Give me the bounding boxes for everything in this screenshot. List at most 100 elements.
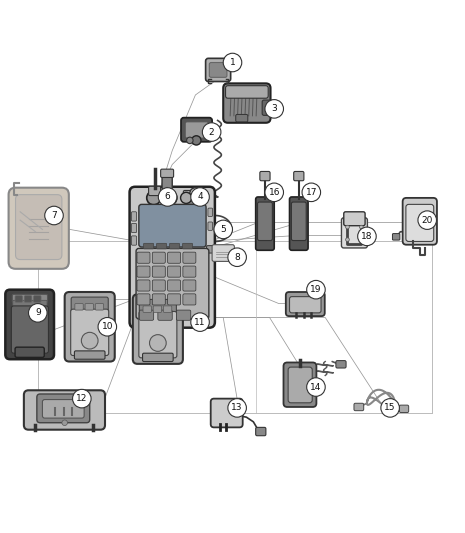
FancyBboxPatch shape (256, 427, 266, 435)
FancyBboxPatch shape (143, 306, 152, 312)
FancyBboxPatch shape (132, 223, 137, 233)
Text: 9: 9 (35, 309, 40, 317)
FancyBboxPatch shape (65, 292, 115, 361)
FancyBboxPatch shape (5, 289, 54, 359)
FancyBboxPatch shape (158, 310, 172, 320)
FancyBboxPatch shape (294, 172, 304, 181)
Circle shape (214, 220, 232, 239)
Circle shape (190, 188, 201, 199)
FancyBboxPatch shape (132, 212, 137, 221)
FancyBboxPatch shape (169, 244, 179, 249)
FancyBboxPatch shape (12, 294, 47, 303)
FancyBboxPatch shape (160, 169, 173, 177)
FancyBboxPatch shape (13, 300, 47, 307)
FancyBboxPatch shape (130, 187, 215, 328)
FancyBboxPatch shape (74, 351, 105, 359)
FancyBboxPatch shape (24, 390, 105, 430)
FancyBboxPatch shape (183, 280, 196, 291)
FancyBboxPatch shape (226, 86, 268, 98)
FancyBboxPatch shape (399, 405, 409, 413)
Circle shape (358, 227, 376, 246)
FancyBboxPatch shape (15, 347, 44, 357)
Circle shape (223, 53, 242, 72)
Text: 6: 6 (165, 192, 171, 201)
FancyBboxPatch shape (209, 62, 227, 77)
Circle shape (302, 183, 320, 201)
FancyBboxPatch shape (75, 304, 83, 310)
Text: 7: 7 (51, 211, 57, 220)
FancyBboxPatch shape (181, 118, 212, 142)
FancyBboxPatch shape (341, 218, 367, 248)
Text: 4: 4 (197, 192, 203, 201)
FancyBboxPatch shape (136, 248, 209, 319)
FancyBboxPatch shape (24, 296, 32, 302)
Circle shape (192, 136, 201, 145)
FancyBboxPatch shape (344, 212, 365, 225)
FancyBboxPatch shape (42, 400, 84, 418)
FancyBboxPatch shape (183, 266, 196, 277)
Circle shape (81, 333, 98, 349)
FancyBboxPatch shape (211, 399, 243, 427)
FancyBboxPatch shape (262, 100, 273, 115)
FancyBboxPatch shape (8, 188, 69, 269)
FancyBboxPatch shape (33, 296, 41, 302)
FancyBboxPatch shape (153, 252, 165, 263)
Circle shape (307, 280, 325, 299)
FancyBboxPatch shape (37, 394, 90, 423)
Text: 3: 3 (272, 104, 277, 114)
FancyBboxPatch shape (137, 252, 150, 263)
FancyBboxPatch shape (212, 245, 234, 261)
FancyBboxPatch shape (140, 300, 176, 314)
FancyBboxPatch shape (208, 208, 213, 216)
FancyBboxPatch shape (284, 362, 316, 407)
FancyBboxPatch shape (11, 306, 48, 353)
FancyBboxPatch shape (256, 197, 274, 251)
FancyBboxPatch shape (403, 198, 437, 245)
FancyBboxPatch shape (167, 294, 180, 305)
Circle shape (191, 313, 209, 332)
FancyBboxPatch shape (183, 294, 196, 305)
FancyBboxPatch shape (290, 197, 308, 251)
FancyBboxPatch shape (156, 244, 166, 249)
FancyBboxPatch shape (144, 244, 154, 249)
FancyBboxPatch shape (354, 403, 364, 411)
FancyBboxPatch shape (167, 280, 180, 291)
Text: 18: 18 (361, 232, 372, 241)
FancyBboxPatch shape (137, 266, 150, 277)
FancyBboxPatch shape (206, 58, 231, 82)
FancyBboxPatch shape (183, 190, 196, 198)
FancyBboxPatch shape (260, 172, 270, 181)
Circle shape (147, 191, 160, 205)
FancyBboxPatch shape (236, 115, 248, 122)
FancyBboxPatch shape (15, 296, 22, 302)
Text: 1: 1 (230, 58, 235, 67)
Circle shape (202, 123, 221, 141)
FancyBboxPatch shape (139, 311, 177, 358)
Circle shape (191, 188, 209, 206)
FancyBboxPatch shape (258, 202, 272, 240)
Circle shape (345, 238, 349, 241)
Text: 20: 20 (422, 216, 433, 224)
Circle shape (228, 399, 246, 417)
FancyBboxPatch shape (71, 297, 108, 312)
Circle shape (186, 137, 193, 143)
Circle shape (28, 304, 47, 322)
Text: 11: 11 (194, 318, 206, 327)
FancyBboxPatch shape (208, 222, 213, 230)
Circle shape (180, 192, 192, 204)
Circle shape (73, 390, 91, 408)
FancyBboxPatch shape (139, 204, 206, 247)
Circle shape (62, 420, 67, 425)
Text: 14: 14 (310, 383, 322, 392)
FancyBboxPatch shape (71, 309, 109, 356)
FancyBboxPatch shape (140, 310, 154, 320)
FancyBboxPatch shape (206, 246, 217, 253)
FancyBboxPatch shape (85, 304, 93, 310)
FancyBboxPatch shape (163, 306, 172, 312)
FancyBboxPatch shape (185, 122, 208, 138)
Circle shape (98, 318, 117, 336)
Text: 8: 8 (234, 253, 240, 262)
FancyBboxPatch shape (292, 202, 306, 240)
Text: 2: 2 (209, 127, 214, 136)
FancyBboxPatch shape (137, 294, 150, 305)
